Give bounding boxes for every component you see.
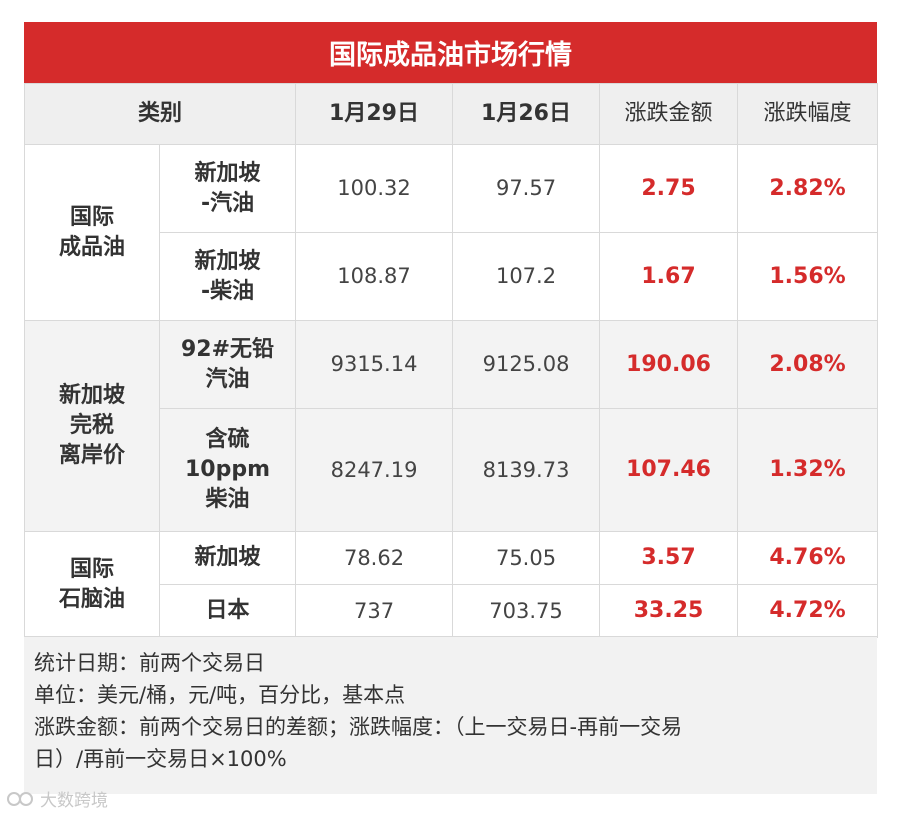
change-pct: 4.76% xyxy=(737,531,879,585)
oil-price-table: 类别 1月29日 1月26日 涨跌金额 涨跌幅度 国际 成品油 新加坡 -汽油 10… xyxy=(23,83,879,638)
value-date2: 703.75 xyxy=(452,584,601,638)
item-label: 日本 xyxy=(158,584,297,638)
table-row: 新加坡 -柴油 108.87 107.2 1.67 1.56% xyxy=(25,232,879,321)
change-amount: 107.46 xyxy=(599,408,739,532)
item-label: 新加坡 -汽油 xyxy=(158,144,297,233)
table-row: 国际 成品油 新加坡 -汽油 100.32 97.57 2.75 2.82% xyxy=(24,144,879,321)
header-change-pct: 涨跌幅度 xyxy=(737,83,879,145)
note-line: 涨跌金额：前两个交易日的差额；涨跌幅度：（上一交易日-再前一交易 xyxy=(34,715,683,739)
group-label: 国际 成品油 xyxy=(24,144,160,321)
value-date2: 75.05 xyxy=(452,531,601,585)
value-date1: 8247.19 xyxy=(295,408,454,532)
change-pct: 2.82% xyxy=(737,144,879,233)
table-row: 新加坡 完税 离岸价 92#无铅 汽油 9315.14 9125.08 190.06 … xyxy=(24,320,879,532)
change-amount: 3.57 xyxy=(599,531,739,585)
item-label: 新加坡 -柴油 xyxy=(158,232,297,321)
note-line: 单位：美元/桶，元/吨，百分比，基本点 xyxy=(34,683,406,707)
header-date2: 1月26日 xyxy=(452,83,601,145)
table-title: 国际成品油市场行情 xyxy=(24,22,877,83)
header-date1: 1月29日 xyxy=(295,83,454,145)
change-pct: 1.56% xyxy=(737,232,879,321)
value-date2: 9125.08 xyxy=(452,320,601,409)
value-date1: 108.87 xyxy=(295,232,454,321)
change-pct: 2.08% xyxy=(737,320,879,409)
watermark-logo-icon xyxy=(7,791,33,806)
note-line: 统计日期：前两个交易日 xyxy=(34,651,265,675)
value-date1: 737 xyxy=(295,584,454,638)
table-notes: 统计日期：前两个交易日 单位：美元/桶，元/吨，百分比，基本点 涨跌金额：前两个… xyxy=(24,636,877,794)
table-row: 日本 737 703.75 33.25 4.72% xyxy=(25,584,879,638)
item-label: 92#无铅 汽油 xyxy=(158,320,297,409)
change-pct: 4.72% xyxy=(737,584,879,638)
change-amount: 33.25 xyxy=(599,584,739,638)
change-amount: 190.06 xyxy=(599,320,739,409)
change-amount: 2.75 xyxy=(599,144,739,233)
watermark: 大数跨境 xyxy=(6,786,108,811)
table-row: 国际 石脑油 新加坡 78.62 75.05 3.57 4.76% xyxy=(24,531,879,638)
value-date1: 100.32 xyxy=(295,144,454,233)
value-date2: 8139.73 xyxy=(452,408,601,532)
item-label: 含硫 10ppm 柴油 xyxy=(158,408,297,532)
note-line: 日）/再前一交易日×100% xyxy=(34,747,287,771)
value-date2: 97.57 xyxy=(452,144,601,233)
market-table-card: 国际成品油市场行情 类别 1月29日 1月26日 涨跌金额 涨跌幅度 国际 成品油… xyxy=(23,22,879,794)
item-label: 新加坡 xyxy=(158,531,297,585)
group-label: 国际 石脑油 xyxy=(24,531,160,638)
header-row: 类别 1月29日 1月26日 涨跌金额 涨跌幅度 xyxy=(23,83,879,145)
group-label: 新加坡 完税 离岸价 xyxy=(24,320,160,532)
value-date1: 78.62 xyxy=(295,531,454,585)
table-row: 含硫 10ppm 柴油 8247.19 8139.73 107.46 1.32% xyxy=(25,408,879,532)
header-category: 类别 xyxy=(23,83,297,145)
change-pct: 1.32% xyxy=(737,408,879,532)
watermark-text: 大数跨境 xyxy=(40,791,108,811)
change-amount: 1.67 xyxy=(599,232,739,321)
value-date2: 107.2 xyxy=(452,232,601,321)
value-date1: 9315.14 xyxy=(295,320,454,409)
header-change-amount: 涨跌金额 xyxy=(599,83,739,145)
